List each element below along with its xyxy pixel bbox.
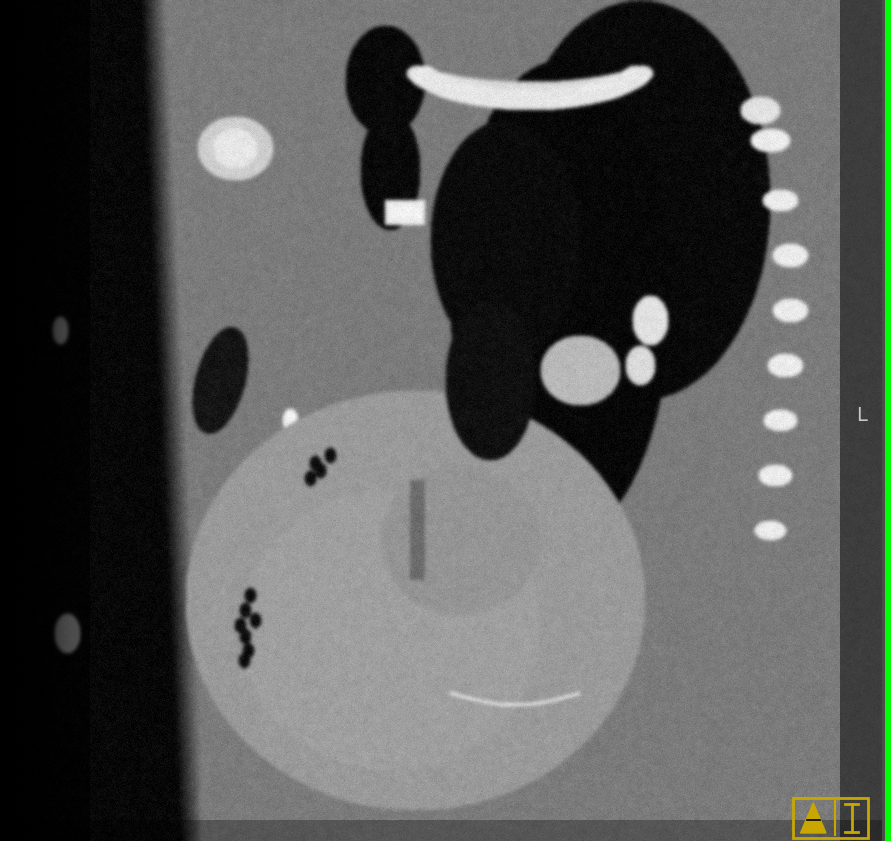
Polygon shape: [800, 803, 826, 833]
Text: L: L: [856, 405, 868, 425]
Bar: [793, 798, 868, 838]
Bar: [885, 0, 891, 841]
